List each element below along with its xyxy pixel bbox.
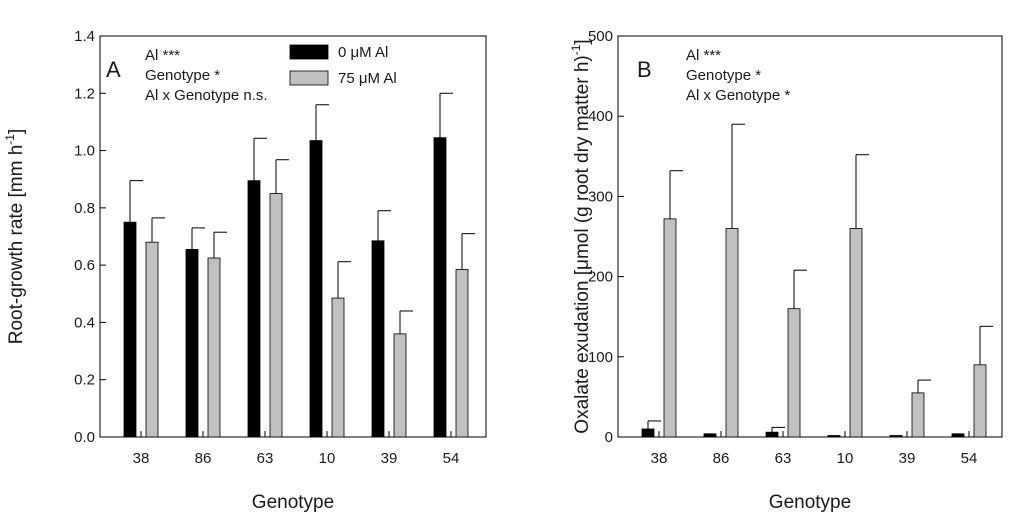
legend-label-0: 0 μM Al <box>338 44 388 61</box>
y-tick-label-b-2: 200 <box>588 269 613 286</box>
y-tick-label-a-0: 0.0 <box>74 429 95 446</box>
y-tick-label-b-4: 400 <box>588 108 613 125</box>
bar-a-s1-39 <box>393 333 407 438</box>
y-axis-title-main-a: Root-growth rate [mm h <box>6 145 27 345</box>
stat-annotation-b-2: Al x Genotype * <box>686 87 790 104</box>
plot-frame-a <box>99 35 487 438</box>
bar-b-s1-39 <box>911 392 925 438</box>
bar-b-s0-54 <box>951 433 965 438</box>
x-tick-label-a-4: 39 <box>381 450 398 467</box>
bar-b-s1-10 <box>849 228 863 438</box>
x-tick-label-b-5: 54 <box>961 450 978 467</box>
bar-b-s1-54 <box>973 364 987 438</box>
x-tick-label-a-0: 38 <box>133 450 150 467</box>
y-tick-label-a-4: 0.8 <box>74 200 95 217</box>
bar-b-s1-63 <box>787 308 801 438</box>
y-tick-label-a-2: 0.4 <box>74 314 95 331</box>
x-tick-label-b-0: 38 <box>651 450 668 467</box>
legend-label-1: 75 μM Al <box>338 70 397 87</box>
bar-b-s0-63 <box>765 431 779 438</box>
stat-annotation-a-0: Al *** <box>145 47 180 64</box>
bar-a-s0-38 <box>123 221 137 438</box>
bar-a-s0-63 <box>247 180 261 438</box>
y-tick-label-a-6: 1.2 <box>74 85 95 102</box>
bar-b-s0-86 <box>703 433 717 438</box>
bar-b-s1-38 <box>663 218 677 438</box>
y-axis-title-end-a: ] <box>6 129 27 134</box>
panel-letter-a: A <box>106 57 121 82</box>
y-axis-title-sup-b: -1 <box>569 44 583 55</box>
y-tick-label-b-5: 500 <box>588 28 613 45</box>
bar-a-s1-38 <box>145 241 159 438</box>
x-tick-label-a-3: 10 <box>319 450 336 467</box>
y-axis-title-main-b: Oxalate exudation [μmol (g root dry matt… <box>572 55 593 433</box>
y-tick-label-b-1: 100 <box>588 349 613 366</box>
bar-a-s0-10 <box>309 140 323 438</box>
y-tick-label-a-5: 1.0 <box>74 143 95 160</box>
x-axis-title-b: Genotype <box>769 492 851 513</box>
stat-annotation-b-0: Al *** <box>686 47 721 64</box>
bar-a-s1-63 <box>269 193 283 438</box>
x-tick-label-a-1: 86 <box>195 450 212 467</box>
x-tick-label-a-5: 54 <box>443 450 460 467</box>
y-axis-title-end-b: ] <box>572 39 593 44</box>
legend-swatch-1 <box>289 70 329 86</box>
bar-a-s1-86 <box>207 257 221 438</box>
y-tick-label-a-1: 0.2 <box>74 372 95 389</box>
bar-a-s0-86 <box>185 248 199 438</box>
panel-b: 0 100 200 300 400 500 38 86 63 10 39 54 Genotype Oxal… <box>569 28 1003 513</box>
panel-a: 0.0 0.2 0.4 0.6 0.8 1.0 1.2 1.4 38 86 63 10 39 54 Geno… <box>3 28 487 513</box>
y-axis-title-sup-a: -1 <box>3 134 17 145</box>
x-tick-label-b-4: 39 <box>899 450 916 467</box>
bar-a-s1-10 <box>331 297 345 438</box>
panel-letter-b: B <box>637 57 652 82</box>
y-axis-title-a: Root-growth rate [mm h-1] <box>3 129 27 345</box>
x-tick-label-b-2: 63 <box>775 450 792 467</box>
bar-b-s1-86 <box>725 228 739 438</box>
stat-annotation-b-1: Genotype * <box>686 67 761 84</box>
y-tick-label-b-0: 0 <box>605 429 613 446</box>
y-tick-label-a-7: 1.4 <box>74 28 95 45</box>
bar-b-s0-10 <box>827 435 841 438</box>
y-tick-label-a-3: 0.6 <box>74 257 95 274</box>
x-tick-label-b-3: 10 <box>837 450 854 467</box>
x-tick-label-a-2: 63 <box>257 450 274 467</box>
stat-annotation-a-1: Genotype * <box>145 67 220 84</box>
bar-b-s0-39 <box>889 435 903 438</box>
stat-annotation-a-2: Al x Genotype n.s. <box>145 87 268 104</box>
bar-a-s1-54 <box>455 269 469 438</box>
y-tick-label-b-3: 300 <box>588 188 613 205</box>
x-axis-title-a: Genotype <box>252 492 334 513</box>
bar-b-s0-38 <box>641 428 655 438</box>
plot-frame-b <box>617 35 1003 438</box>
y-axis-title-b: Oxalate exudation [μmol (g root dry matt… <box>569 39 593 433</box>
bar-a-s0-39 <box>371 240 385 438</box>
legend-swatch-0 <box>289 44 329 60</box>
x-tick-label-b-1: 86 <box>713 450 730 467</box>
bar-a-s0-54 <box>433 137 447 438</box>
